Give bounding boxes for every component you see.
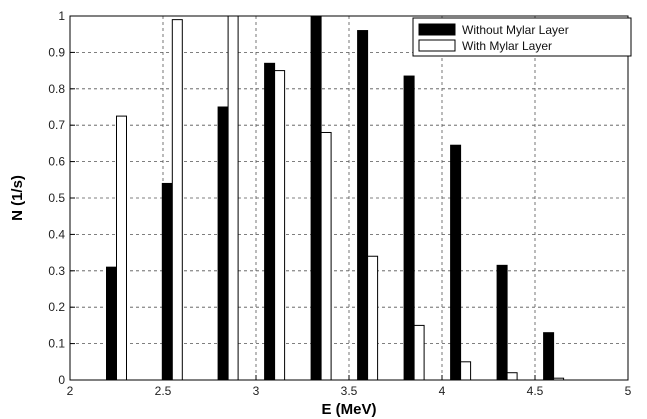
bar-without-mylar bbox=[403, 75, 415, 381]
y-tick-label: 0.8 bbox=[48, 82, 65, 96]
bar-without-mylar bbox=[496, 264, 508, 381]
y-tick-label: 0.7 bbox=[48, 118, 65, 132]
x-tick-label: 4.5 bbox=[527, 384, 544, 398]
y-tick-label: 0.6 bbox=[48, 155, 65, 169]
x-tick-label: 5 bbox=[625, 384, 632, 398]
grid-lines bbox=[69, 15, 629, 381]
y-axis-title: N (1/s) bbox=[9, 175, 26, 221]
legend-label-with-mylar: With Mylar Layer bbox=[462, 39, 552, 53]
y-tick-label: 1 bbox=[58, 9, 65, 23]
bar-without-mylar bbox=[217, 106, 229, 381]
bar-without-mylar bbox=[543, 332, 555, 381]
x-tick-label: 2.5 bbox=[155, 384, 172, 398]
bar-without-mylar bbox=[264, 62, 276, 381]
y-tick-label: 0 bbox=[58, 373, 65, 387]
bar-without-mylar bbox=[357, 30, 369, 381]
bar-with-mylar bbox=[274, 70, 286, 381]
bar-with-mylar bbox=[320, 131, 332, 381]
bar-with-mylar bbox=[460, 361, 472, 381]
x-tick-label: 3 bbox=[253, 384, 260, 398]
y-tick-label: 0.4 bbox=[48, 227, 65, 241]
y-tick-label: 0.9 bbox=[48, 45, 65, 59]
bar-without-mylar bbox=[310, 15, 322, 381]
y-tick-label: 0.2 bbox=[48, 300, 65, 314]
y-tick-label: 0.1 bbox=[48, 337, 65, 351]
bar-without-mylar bbox=[450, 144, 462, 381]
axis-ticks: 2 2.5 3 3.5 4 4.5 5 0 0.1 0.2 0.3 0.4 0.5 0.6 0.7 0.8 0.… bbox=[48, 9, 631, 398]
bar-with-mylar bbox=[506, 372, 518, 381]
bar-with-mylar bbox=[367, 255, 379, 381]
legend-swatch-without-mylar bbox=[418, 23, 456, 36]
x-tick-label: 3.5 bbox=[341, 384, 358, 398]
legend-label-without-mylar: Without Mylar Layer bbox=[462, 23, 569, 37]
bar-without-mylar bbox=[161, 182, 173, 381]
x-axis-title: E (MeV) bbox=[321, 401, 376, 418]
legend: Without Mylar Layer With Mylar Layer bbox=[412, 17, 632, 57]
bar-without-mylar bbox=[106, 266, 117, 381]
bar-with-mylar bbox=[227, 15, 239, 381]
bar-with-mylar bbox=[413, 324, 425, 381]
y-tick-label: 0.3 bbox=[48, 264, 65, 278]
y-tick-label: 0.5 bbox=[48, 191, 65, 205]
legend-swatch-with-mylar bbox=[418, 39, 456, 52]
x-tick-label: 4 bbox=[439, 384, 446, 398]
bar-with-mylar bbox=[171, 19, 183, 381]
x-tick-label: 2 bbox=[67, 384, 74, 398]
bar-with-mylar bbox=[116, 115, 127, 381]
